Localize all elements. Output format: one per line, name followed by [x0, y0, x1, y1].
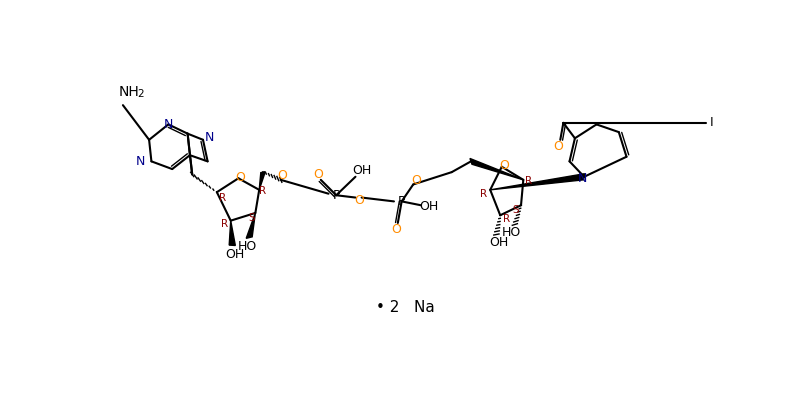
- Text: R: R: [502, 214, 510, 224]
- Text: OH: OH: [225, 248, 244, 261]
- Text: 2: 2: [137, 89, 143, 100]
- Text: NH: NH: [118, 85, 139, 99]
- Text: O: O: [391, 224, 401, 236]
- Text: O: O: [499, 159, 509, 172]
- Text: R: R: [219, 193, 227, 203]
- Text: HO: HO: [238, 240, 258, 253]
- Text: O: O: [553, 140, 563, 153]
- Text: N: N: [204, 131, 214, 144]
- Text: P: P: [332, 189, 340, 202]
- Text: S: S: [512, 205, 519, 215]
- Polygon shape: [491, 174, 584, 190]
- Text: R: R: [480, 189, 487, 199]
- Text: R: R: [221, 220, 228, 229]
- Text: I: I: [710, 117, 713, 129]
- Text: N: N: [164, 118, 173, 131]
- Text: O: O: [411, 174, 421, 187]
- Text: R: R: [525, 177, 533, 186]
- Text: OH: OH: [352, 164, 371, 177]
- Polygon shape: [229, 221, 235, 245]
- Text: N: N: [578, 172, 588, 185]
- Text: O: O: [355, 194, 364, 207]
- Text: HO: HO: [502, 226, 522, 239]
- Polygon shape: [259, 172, 266, 190]
- Text: S: S: [248, 213, 255, 223]
- Polygon shape: [246, 213, 255, 238]
- Text: OH: OH: [489, 237, 508, 250]
- Text: R: R: [259, 186, 266, 196]
- Polygon shape: [470, 158, 523, 180]
- Text: N: N: [136, 155, 145, 168]
- Text: O: O: [235, 171, 245, 184]
- Text: • 2   Na: • 2 Na: [376, 300, 435, 315]
- Text: O: O: [312, 168, 323, 181]
- Text: O: O: [277, 169, 287, 182]
- Text: OH: OH: [419, 200, 438, 213]
- Text: P: P: [398, 195, 405, 208]
